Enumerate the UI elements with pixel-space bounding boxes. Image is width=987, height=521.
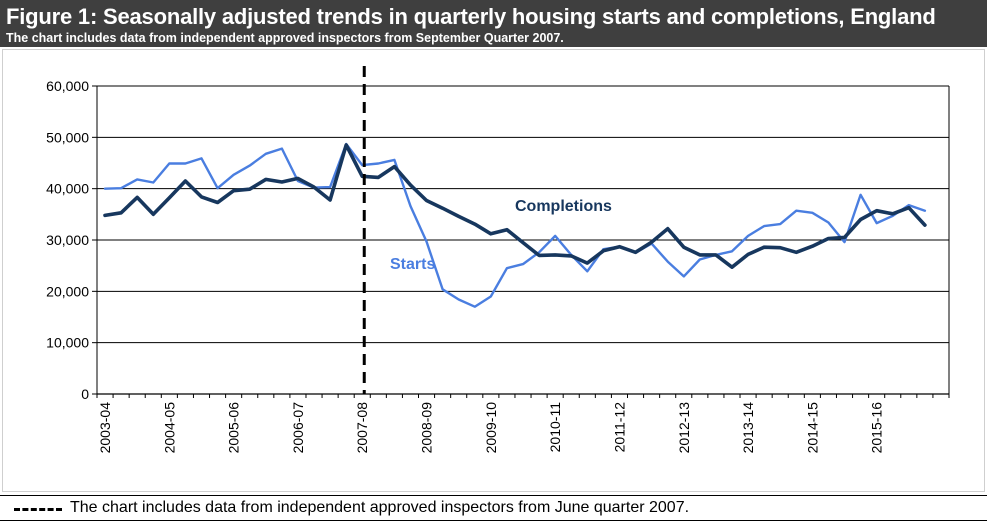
dashed-line-legend-icon	[14, 508, 62, 511]
x-tick-label: 2014-15	[804, 402, 820, 454]
starts-series-line	[103, 142, 927, 308]
completions-series-line	[103, 143, 927, 270]
figure-subtitle: The chart includes data from independent…	[6, 31, 564, 45]
footnote: The chart includes data from independent…	[0, 495, 987, 521]
chart-frame	[2, 49, 985, 492]
figure-title: Figure 1: Seasonally adjusted trends in …	[6, 4, 936, 29]
footnote-text: The chart includes data from independent…	[70, 499, 690, 516]
y-tick-label: 30,000	[46, 232, 89, 248]
y-tick-label: 10,000	[46, 335, 89, 351]
x-tick-label: 2009-10	[483, 402, 499, 454]
y-tick-label: 60,000	[46, 78, 89, 94]
completions-label: Completions	[515, 198, 612, 215]
x-tick-label: 2005-06	[226, 402, 242, 454]
figure-header: Figure 1: Seasonally adjusted trends in …	[0, 0, 987, 47]
x-tick-label: 2013-14	[740, 402, 756, 454]
x-tick-label: 2006-07	[290, 402, 306, 454]
x-tick-label: 2008-09	[419, 402, 435, 454]
y-tick-label: 20,000	[46, 283, 89, 299]
x-tick-label: 2007-08	[354, 402, 370, 454]
x-tick-label: 2010-11	[547, 402, 563, 453]
label-layer: Completions Starts	[390, 198, 612, 273]
starts-label: Starts	[390, 256, 435, 273]
x-tick-label: 2003-04	[97, 402, 113, 454]
housing-line-chart: 0 10,000 20,000 30,000 40,000 50,000 60,000 200…	[46, 66, 950, 454]
y-tick-label: 50,000	[46, 129, 89, 145]
x-tick-label: 2012-13	[676, 402, 692, 454]
x-tick-label: 2011-12	[611, 402, 627, 453]
y-tick-label: 40,000	[46, 181, 89, 197]
x-tick-label: 2015-16	[869, 402, 885, 454]
series-layer	[103, 142, 927, 308]
y-tick-label: 0	[81, 386, 89, 402]
axis-layer: 0 10,000 20,000 30,000 40,000 50,000 60,000 200…	[46, 78, 950, 454]
x-tick-label: 2004-05	[161, 402, 177, 454]
